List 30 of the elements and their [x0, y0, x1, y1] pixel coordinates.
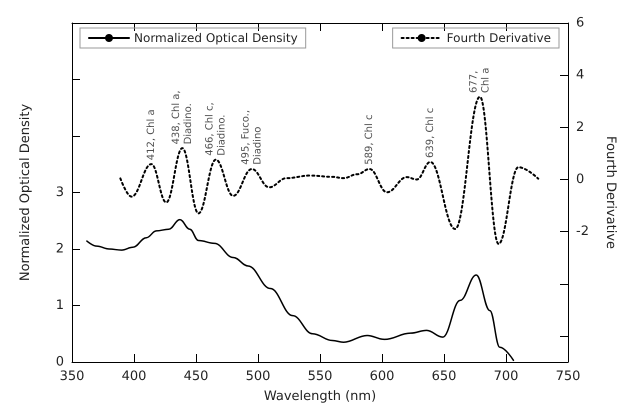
x-tick-label: 450: [184, 369, 208, 384]
y2-tick-label: 6: [576, 16, 584, 30]
y2-tick-label: 4: [576, 68, 584, 83]
x-axis-title: Wavelength (nm): [264, 389, 376, 404]
y2-tick-label: 0: [576, 172, 584, 187]
y-tick-label: 3: [56, 185, 64, 200]
x-tick-label: 700: [494, 369, 518, 384]
y-tick-label: 1: [56, 298, 64, 313]
annotation: 677, Chl a: [468, 68, 492, 94]
x-tick-label: 750: [556, 369, 580, 384]
annotation: 412, Chl a: [146, 109, 157, 160]
x-tick-label: 500: [246, 369, 270, 384]
annotation: 466, Chl c, Diadino.: [204, 102, 228, 156]
y-tick-label: 0: [56, 354, 64, 370]
x-tick-label: 400: [122, 369, 146, 384]
annotation: 589, Chl c: [364, 114, 376, 165]
y2-tick-label: -2: [576, 224, 589, 240]
x-tick-label: 650: [432, 369, 456, 384]
annotation: 639, Chl c: [424, 108, 436, 158]
y2-axis-title: Fourth Derivative: [603, 136, 618, 250]
annotation: 495, Fuco., Diadino: [240, 110, 264, 165]
x-tick-label: 600: [370, 369, 394, 384]
y2-tick-label: 2: [576, 120, 584, 135]
legend-label: Normalized Optical Density: [134, 31, 298, 45]
legend-label: Fourth Derivative: [446, 31, 552, 45]
y-tick-label: 2: [56, 242, 64, 256]
annotation: 438, Chl a, Diadino.: [170, 90, 194, 144]
x-tick-label: 350: [60, 369, 84, 384]
y-axis-title: Normalized Optical Density: [18, 104, 33, 282]
x-tick-label: 550: [308, 369, 332, 384]
